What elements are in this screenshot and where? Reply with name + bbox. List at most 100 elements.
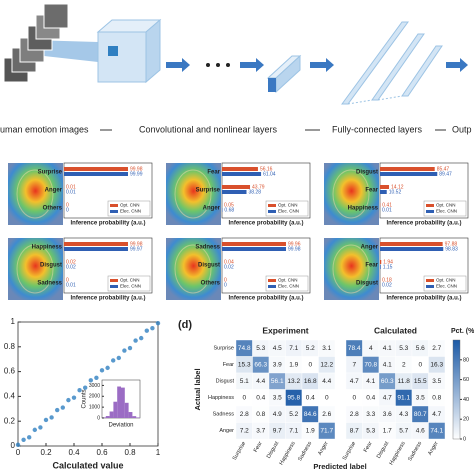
y-tick-label: 0.4 [4, 392, 16, 401]
point [27, 435, 32, 440]
bar [64, 167, 128, 171]
cell-label: 3.5 [273, 394, 282, 401]
category-label: Sadness [37, 281, 62, 287]
value-label: 0.02 [66, 259, 76, 265]
legend-label: Opt. CNN [436, 203, 456, 208]
value-label: 0.02 [382, 282, 392, 288]
value-label: 0.01 [66, 189, 76, 195]
cell-label: 4.6 [416, 427, 425, 434]
value-label: 0.01 [66, 184, 76, 190]
dot [226, 63, 230, 67]
cell-label: 91.1 [397, 394, 410, 401]
col-label: Disgust [266, 440, 281, 459]
cell-label: 2.6 [322, 411, 331, 418]
cell-label: 3.5 [432, 378, 441, 385]
plot-frame [17, 321, 159, 447]
point [139, 335, 144, 341]
inset-x-label: Deviation [108, 423, 133, 429]
x-axis-label: Calculated value [52, 460, 123, 470]
x-tick-label: 0.6 [96, 448, 108, 457]
point [60, 405, 65, 410]
legend-swatch [110, 285, 118, 288]
matrix-title: Experiment [262, 325, 308, 335]
stage-label: Convolutional and nonlinear layers [139, 124, 278, 134]
fc-layer [341, 21, 409, 105]
fc-layer [401, 45, 443, 97]
category-label: Fear [365, 188, 378, 194]
point [49, 415, 54, 420]
point [32, 427, 37, 433]
cell-label: 0 [325, 394, 329, 401]
cell-label: 16.3 [430, 361, 443, 368]
panel-label: (d) [178, 319, 192, 331]
category-label: Disgust [356, 281, 378, 287]
legend-label: Elec. CNN [278, 284, 299, 289]
inset-y-tick-label: 0 [97, 415, 100, 421]
point [71, 395, 77, 400]
legend-swatch [110, 279, 118, 282]
cell-label: 0 [352, 394, 356, 401]
value-label: 99.99 [130, 171, 143, 177]
cell-label: 4.4 [256, 378, 265, 385]
value-label: 99.96 [288, 241, 301, 247]
value-label: 10.52 [389, 189, 402, 195]
cell-label: 4.5 [273, 345, 282, 352]
category-label: Disgust [40, 263, 62, 269]
cell-label: 4.3 [399, 411, 408, 418]
legend-swatch [426, 279, 434, 282]
legend-swatch [426, 285, 434, 288]
cell-label: 5.2 [306, 345, 315, 352]
col-label: Disgust [376, 440, 391, 459]
point [150, 326, 155, 331]
histogram-bar [128, 412, 133, 418]
col-label: Sadness [297, 441, 313, 463]
legend-box [107, 200, 151, 217]
arrow [166, 58, 190, 72]
arrow [446, 58, 468, 72]
x-axis-label: Inference probability (a.u.) [70, 296, 145, 302]
bar [222, 247, 286, 251]
cell-label: 0.4 [306, 394, 315, 401]
stage-label: Outp [452, 124, 472, 134]
y-tick-label: 0 [11, 441, 16, 450]
col-label: Sadness [407, 441, 423, 463]
face-shadow [174, 169, 212, 219]
row-label: Surprise [214, 346, 234, 352]
cell-label: 74.8 [238, 345, 251, 352]
bar [380, 190, 387, 194]
cell-label: 3.7 [256, 427, 265, 434]
value-label: 98.83 [445, 246, 458, 252]
category-label: Happiness [32, 245, 63, 251]
point [127, 345, 133, 351]
cell-label: 1.7 [383, 427, 392, 434]
value-label: 0 [66, 207, 69, 213]
legend-label: Elec. CNN [120, 284, 141, 289]
cell-label: 5.3 [399, 345, 408, 352]
category-label: Fear [207, 170, 220, 176]
cell-label: 13.2 [287, 378, 300, 385]
category-label: Surprise [196, 188, 221, 194]
value-label: 14.12 [391, 184, 404, 190]
x-tick-label: 1 [156, 448, 161, 457]
histogram-bar [105, 416, 110, 418]
value-label: 0.01 [382, 207, 392, 213]
filter [108, 46, 118, 56]
legend-label: Elec. CNN [120, 209, 141, 214]
value-label: 99.97 [130, 246, 143, 252]
legend-box [423, 275, 467, 292]
cell-label: 7.1 [289, 427, 298, 434]
row-label: Sadness [213, 412, 235, 418]
legend-swatch [268, 210, 276, 213]
cell-label: 3.3 [366, 411, 375, 418]
point [105, 365, 110, 371]
category-label: Anger [203, 206, 221, 212]
cell-label: 16.8 [304, 378, 317, 385]
value-label: 38.28 [248, 189, 261, 195]
cell-label: 2.8 [240, 411, 249, 418]
cell-label: 0 [242, 394, 246, 401]
y-tick-label: 0.8 [4, 342, 16, 351]
cell-label: 1.9 [306, 427, 315, 434]
cell-label: 0.8 [432, 394, 441, 401]
cell-label: 4.7 [432, 411, 441, 418]
cell-label: 8.7 [350, 427, 359, 434]
